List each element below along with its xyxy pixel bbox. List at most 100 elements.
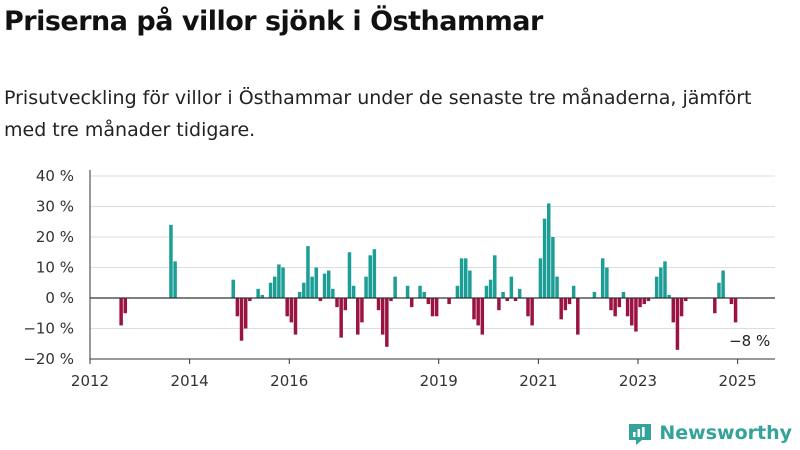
bar — [430, 298, 435, 317]
bar — [268, 282, 273, 298]
bar — [551, 237, 555, 298]
bar — [472, 298, 476, 320]
bar — [625, 298, 630, 317]
bar — [281, 267, 285, 298]
bar — [729, 298, 734, 305]
bar — [347, 252, 352, 298]
bar — [351, 285, 356, 298]
bar — [654, 276, 659, 298]
bar — [335, 298, 339, 308]
bar — [567, 298, 572, 305]
y-tick-label: −10 % — [23, 320, 74, 338]
bar — [306, 246, 310, 298]
bar — [717, 282, 721, 298]
bar — [663, 261, 667, 298]
x-tick-label: 2021 — [519, 372, 557, 390]
bar — [314, 267, 319, 298]
bar — [484, 285, 489, 298]
bar — [600, 258, 605, 298]
bar — [459, 258, 464, 298]
bar-layer — [119, 203, 738, 350]
bar — [733, 298, 738, 323]
y-tick-label: −20 % — [23, 350, 74, 368]
bar — [256, 288, 260, 298]
bar — [526, 298, 530, 317]
bar — [277, 264, 281, 298]
bar — [530, 298, 534, 326]
bar — [285, 298, 289, 317]
bar — [326, 270, 331, 298]
bar — [405, 285, 410, 298]
bar — [480, 298, 485, 335]
bar — [675, 298, 680, 350]
bar — [634, 298, 638, 332]
bar — [360, 298, 364, 323]
bar — [621, 291, 626, 298]
bar — [119, 298, 123, 326]
bar — [372, 249, 377, 298]
bar — [310, 276, 314, 298]
bar — [385, 298, 389, 347]
bar — [409, 298, 414, 308]
bar — [260, 294, 265, 298]
bar — [426, 298, 431, 305]
bar-chart: −20 % −10 % 0 % 10 % 20 % 30 % 40 % 2012 2014 201… — [23, 167, 775, 390]
bar — [609, 298, 613, 311]
bar — [293, 298, 298, 335]
bar — [509, 276, 514, 298]
bar — [667, 294, 671, 298]
bar — [364, 276, 368, 298]
bar — [542, 218, 547, 298]
bar — [563, 298, 568, 311]
x-tick-label: 2014 — [171, 372, 209, 390]
bar — [231, 279, 235, 298]
chart-title: Priserna på villor sjönk i Östhammar — [4, 6, 543, 37]
brand-name: Newsworthy — [659, 422, 792, 444]
y-tick-label: 40 % — [36, 167, 74, 185]
bar — [501, 291, 505, 298]
bar — [331, 288, 335, 298]
bar — [679, 298, 684, 317]
bar — [447, 298, 451, 305]
bar — [646, 298, 651, 302]
bar — [638, 298, 642, 308]
bar — [322, 273, 327, 298]
bar — [571, 285, 576, 298]
y-tick-label: 20 % — [36, 228, 74, 246]
x-tick-label: 2025 — [719, 372, 757, 390]
bar — [368, 255, 372, 298]
bar — [343, 298, 348, 311]
bar — [630, 298, 634, 326]
bar — [173, 261, 177, 298]
bar — [513, 298, 518, 302]
bar — [434, 298, 439, 317]
bar — [248, 298, 252, 302]
bar — [302, 282, 306, 298]
bar — [169, 224, 173, 298]
bar — [376, 298, 381, 311]
bar — [546, 203, 551, 298]
brand: Newsworthy — [627, 420, 792, 446]
bar — [683, 298, 688, 302]
bar — [422, 291, 426, 298]
bar — [463, 258, 468, 298]
x-tick-label: 2019 — [420, 372, 458, 390]
bar — [488, 279, 493, 298]
bar — [418, 285, 422, 298]
grid-layer — [90, 175, 775, 360]
bar — [380, 298, 385, 335]
bar — [318, 298, 323, 302]
bar — [659, 267, 663, 298]
bar — [339, 298, 343, 338]
bar — [642, 298, 646, 305]
x-tick-label: 2012 — [71, 372, 109, 390]
bar — [389, 298, 393, 302]
bar — [235, 298, 240, 317]
bar — [713, 298, 717, 314]
bar — [393, 276, 397, 298]
bar — [505, 298, 509, 302]
bar — [289, 298, 294, 323]
bar — [455, 285, 460, 298]
bar — [721, 270, 725, 298]
axis-layer: −20 % −10 % 0 % 10 % 20 % 30 % 40 % 2012 2014 201… — [23, 167, 775, 390]
